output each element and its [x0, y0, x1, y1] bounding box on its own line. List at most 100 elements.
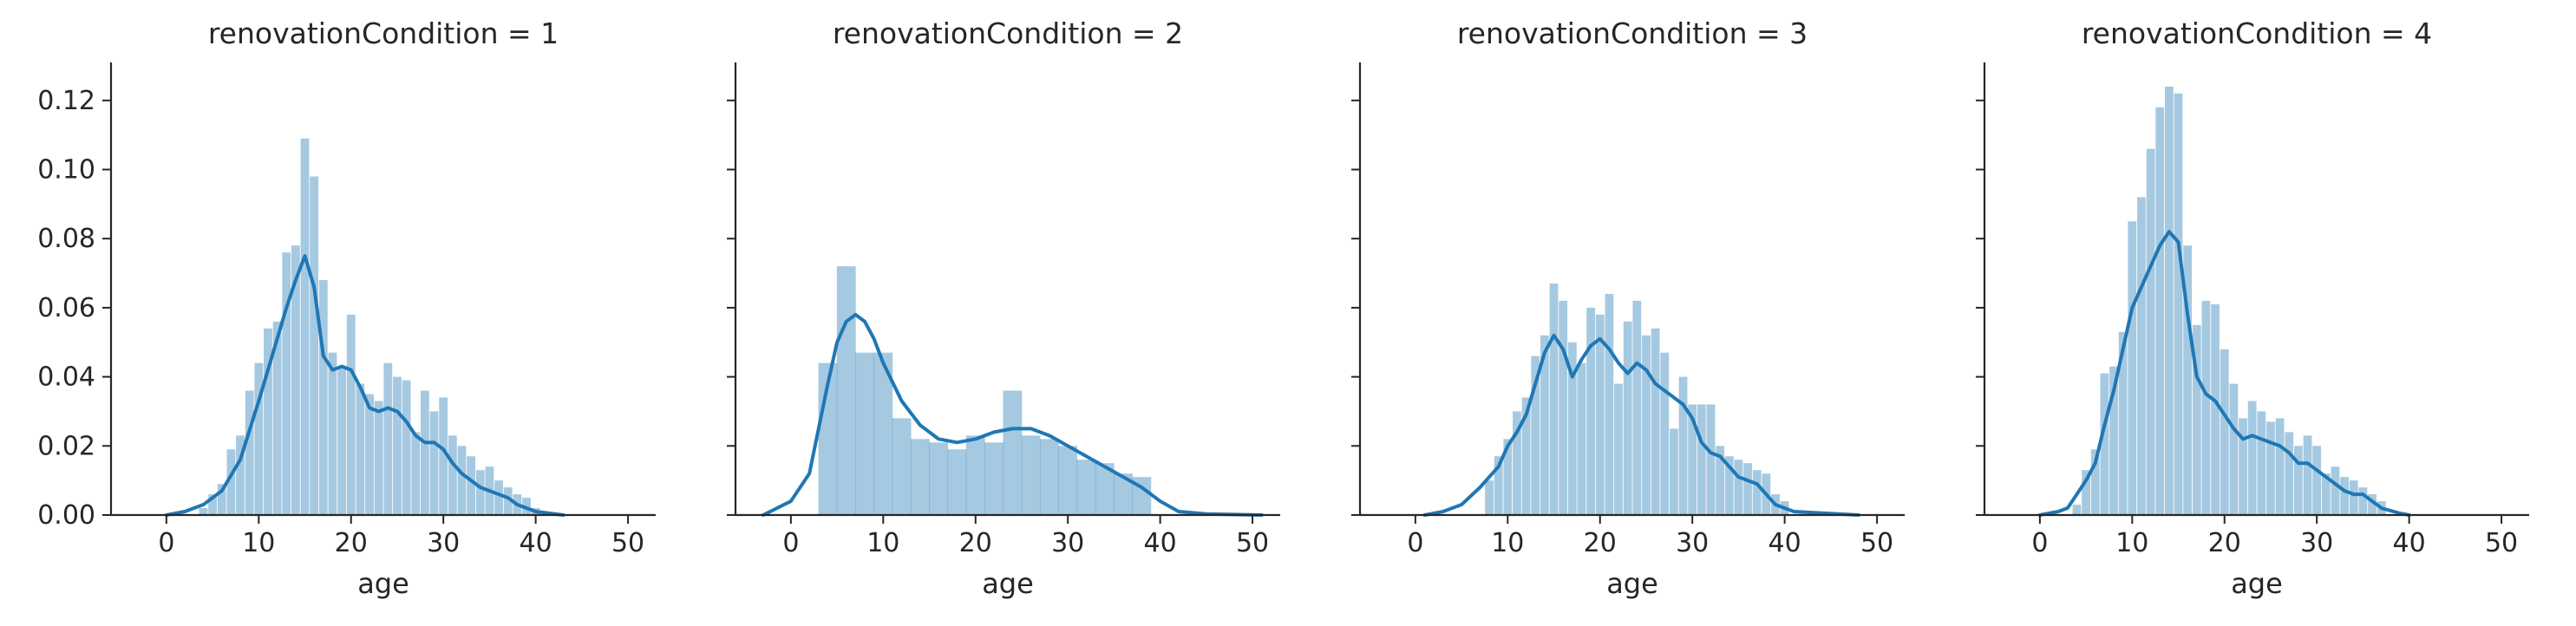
histogram-bar — [2358, 487, 2368, 515]
kde-line — [2037, 230, 2411, 517]
histogram-bar — [383, 362, 393, 515]
histogram-bar — [1559, 300, 1568, 515]
histogram-bar — [1521, 397, 1531, 515]
x-tick-label: 50 — [1860, 528, 1893, 558]
histogram-bar — [328, 352, 337, 515]
histogram-bar — [272, 321, 282, 515]
kde-line — [1422, 333, 1860, 517]
histogram-bar — [2247, 401, 2257, 515]
histogram-bar — [1678, 376, 1688, 515]
histogram-bar — [1614, 383, 1623, 515]
histogram-bar — [226, 449, 236, 515]
x-axis-label: age — [1606, 567, 1658, 600]
x-tick-label: 50 — [2485, 528, 2518, 558]
histogram-bar — [245, 390, 254, 515]
x-axis-label: age — [357, 567, 409, 600]
x-tick-label: 10 — [1491, 528, 1524, 558]
x-tick-label: 0 — [158, 528, 174, 558]
histogram-bar — [984, 442, 1004, 515]
histogram-bar — [356, 383, 365, 515]
histogram-bar — [365, 394, 374, 515]
x-tick-label: 40 — [2393, 528, 2426, 558]
x-tick-label: 20 — [959, 528, 992, 558]
x-tick-label: 20 — [2208, 528, 2241, 558]
histogram-bar — [2321, 473, 2331, 515]
histogram-bar — [2090, 449, 2100, 515]
histogram-bar — [457, 446, 467, 515]
x-tick-label: 50 — [611, 528, 644, 558]
histogram-bar — [2368, 494, 2377, 515]
histogram-bar — [236, 435, 245, 515]
histogram-bar — [2082, 470, 2090, 515]
histogram-bar — [199, 508, 208, 515]
x-tick-label: 30 — [427, 528, 460, 558]
histogram-bar — [1577, 362, 1586, 515]
y-tick-label: 0.10 — [37, 155, 95, 186]
histogram-bar — [965, 435, 985, 515]
x-tick-label: 40 — [1769, 528, 1801, 558]
histogram-bar — [503, 487, 513, 515]
histogram-bar — [393, 376, 402, 515]
histogram-bar — [2128, 221, 2137, 516]
histogram-bar — [1752, 470, 1762, 515]
histogram-bar — [2201, 300, 2211, 515]
histogram-bar — [208, 494, 217, 515]
x-tick-label: 20 — [335, 528, 368, 558]
histogram-bar — [1743, 463, 1752, 515]
kde-line — [761, 312, 1264, 517]
y-tick-label: 0.06 — [37, 293, 95, 323]
histogram-bar — [2155, 107, 2165, 516]
histogram-bar — [2137, 197, 2146, 515]
x-tick-label: 20 — [1584, 528, 1617, 558]
histogram-bar — [2312, 446, 2322, 515]
histogram-bar — [1716, 446, 1725, 515]
histogram-bar — [2331, 466, 2340, 515]
histogram-bar — [910, 439, 930, 515]
x-tick-label: 0 — [1407, 528, 1423, 558]
histogram-bar — [2174, 93, 2183, 516]
x-tick-label: 40 — [1144, 528, 1177, 558]
facet-panel-2: 0 10 20 30 40 50 age renovationCondition = 2 — [727, 16, 1280, 600]
histogram-bar — [1734, 460, 1743, 515]
histogram-bar — [1670, 428, 1678, 515]
histogram-bar — [1003, 390, 1023, 515]
histogram-bar — [1642, 335, 1651, 515]
histogram-bar — [264, 328, 272, 515]
histogram-bar — [494, 480, 503, 515]
histogram-bar — [346, 314, 356, 515]
histogram-bar — [2239, 418, 2247, 515]
histogram-bar — [1095, 463, 1115, 515]
histogram-bar — [1494, 456, 1503, 515]
histogram-bar — [439, 397, 448, 515]
histogram-bar — [2266, 421, 2275, 515]
histogram-bar — [1595, 314, 1605, 515]
histogram-bar — [2303, 435, 2312, 515]
histogram-bar — [254, 362, 264, 515]
histogram-bar — [892, 418, 912, 515]
histogram-bar — [2275, 418, 2285, 515]
histogram-bar — [2220, 349, 2229, 515]
x-axis-label: age — [982, 567, 1034, 600]
x-tick-label: 40 — [520, 528, 552, 558]
histogram-bar — [291, 245, 300, 515]
histogram-bar — [374, 401, 383, 515]
histogram-bar — [855, 352, 874, 515]
histogram-bar — [402, 380, 411, 515]
histogram-bar — [1114, 473, 1133, 515]
histogram-bar — [2340, 477, 2350, 515]
y-tick-label: 0.12 — [37, 86, 95, 116]
histogram-bar — [1058, 446, 1078, 515]
x-tick-label: 30 — [2300, 528, 2333, 558]
histogram-bar — [1605, 293, 1614, 515]
histogram-bar — [217, 484, 226, 515]
panel-title: renovationCondition = 1 — [208, 16, 559, 50]
histogram-bar — [448, 435, 457, 515]
histogram-bar — [2229, 383, 2239, 515]
histogram-bar — [2349, 480, 2358, 515]
histogram-bar — [282, 252, 291, 515]
histogram-bar — [467, 456, 476, 515]
x-tick-label: 0 — [782, 528, 799, 558]
histogram-bar — [475, 470, 485, 515]
histogram-bar — [1706, 404, 1716, 515]
